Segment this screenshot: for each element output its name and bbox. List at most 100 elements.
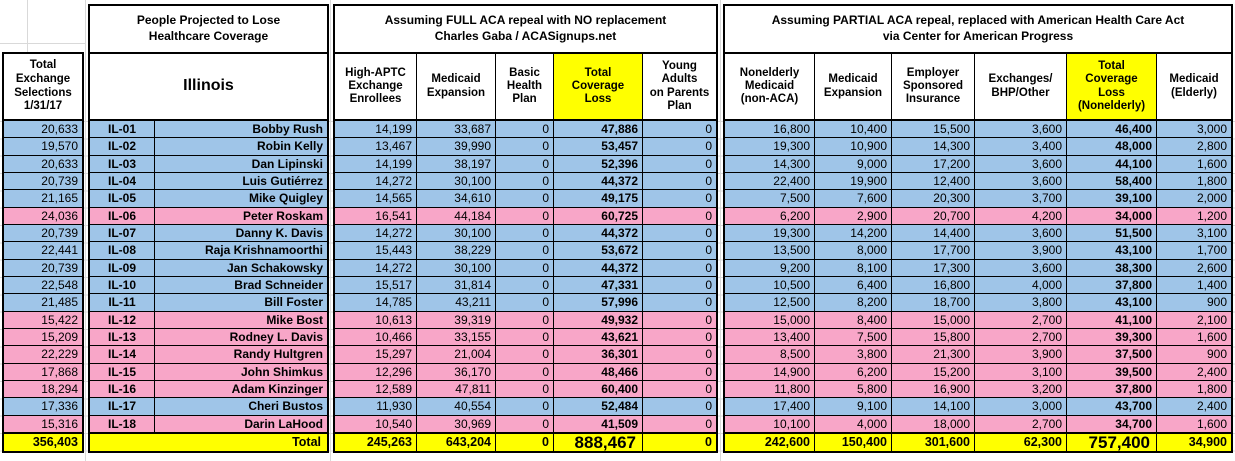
cell-employer-sponsored-insurance[interactable]: 16,900 bbox=[892, 380, 975, 398]
cell-employer-sponsored-insurance[interactable]: 15,200 bbox=[892, 363, 975, 380]
cell-basic-health-plan[interactable]: 0 bbox=[496, 363, 554, 380]
cell-employer-sponsored-insurance[interactable]: 15,800 bbox=[892, 328, 975, 346]
cell-high-aptc-exchange-enrollees[interactable]: 14,272 bbox=[335, 224, 417, 242]
cell-exchanges-bhp-other[interactable]: 3,000 bbox=[975, 398, 1067, 415]
total-young-adults-on-parents-plan[interactable]: 0 bbox=[643, 433, 716, 451]
cell-basic-health-plan[interactable]: 0 bbox=[496, 242, 554, 259]
cell-medicaid-elderly[interactable]: 1,600 bbox=[1196, 156, 1227, 171]
cell-employer-sponsored-insurance[interactable]: 18,700 bbox=[892, 294, 975, 311]
cell-young-adults-on-parents-plan[interactable]: 0 bbox=[705, 295, 712, 310]
cell-district[interactable]: IL-04 bbox=[90, 172, 155, 190]
cell-representative[interactable]: Raja Krishnamoorthi bbox=[204, 243, 323, 258]
cell-district[interactable]: IL-09 bbox=[90, 259, 155, 276]
cell-exchanges-bhp-other[interactable]: 3,200 bbox=[975, 380, 1067, 398]
cell-nonelderly-medicaid-non-aca[interactable]: 10,100 bbox=[725, 415, 815, 432]
cell-medicaid-expansion[interactable]: 33,687 bbox=[417, 121, 496, 138]
cell-young-adults-on-parents-plan[interactable]: 0 bbox=[705, 122, 712, 137]
cell-exchanges-bhp-other[interactable]: 2,700 bbox=[975, 328, 1067, 346]
cell-medicaid-expansion[interactable]: 31,814 bbox=[417, 276, 496, 294]
cell-medicaid-expansion[interactable]: 44,184 bbox=[417, 207, 496, 224]
cell-employer-sponsored-insurance[interactable]: 16,800 bbox=[892, 276, 975, 294]
cell-exchange-selections[interactable]: 22,229 bbox=[41, 347, 78, 362]
cell-total-coverage-loss[interactable]: 53,457 bbox=[554, 138, 643, 155]
cell-medicaid-expansion[interactable]: 30,969 bbox=[417, 415, 496, 432]
cell-medicaid-expansion[interactable]: 5,800 bbox=[815, 380, 892, 398]
cell-high-aptc-exchange-enrollees[interactable]: 14,272 bbox=[335, 259, 417, 276]
cell-nonelderly-medicaid-non-aca[interactable]: 19,300 bbox=[725, 138, 815, 155]
cell-young-adults-on-parents-plan[interactable]: 0 bbox=[705, 174, 712, 189]
total-exchange-selections[interactable]: 356,403 bbox=[4, 433, 82, 451]
cell-medicaid-elderly[interactable]: 1,800 bbox=[1196, 174, 1227, 189]
cell-exchanges-bhp-other[interactable]: 3,600 bbox=[975, 259, 1067, 276]
cell-total-coverage-loss-nonelderly[interactable]: 39,100 bbox=[1067, 190, 1157, 207]
cell-total-coverage-loss-nonelderly[interactable]: 48,000 bbox=[1067, 138, 1157, 155]
cell-representative[interactable]: Danny K. Davis bbox=[235, 226, 323, 241]
cell-basic-health-plan[interactable]: 0 bbox=[496, 415, 554, 432]
total-employer-sponsored-insurance[interactable]: 301,600 bbox=[892, 433, 975, 451]
cell-young-adults-on-parents-plan[interactable]: 0 bbox=[705, 208, 712, 223]
cell-total-coverage-loss[interactable]: 44,372 bbox=[554, 259, 643, 276]
cell-total-coverage-loss-nonelderly[interactable]: 43,700 bbox=[1067, 398, 1157, 415]
cell-exchanges-bhp-other[interactable]: 3,900 bbox=[975, 242, 1067, 259]
cell-medicaid-elderly[interactable]: 3,000 bbox=[1196, 122, 1227, 137]
cell-basic-health-plan[interactable]: 0 bbox=[496, 328, 554, 346]
cell-high-aptc-exchange-enrollees[interactable]: 10,466 bbox=[335, 328, 417, 346]
cell-district[interactable]: IL-08 bbox=[90, 242, 155, 259]
cell-employer-sponsored-insurance[interactable]: 14,100 bbox=[892, 398, 975, 415]
cell-young-adults-on-parents-plan[interactable]: 0 bbox=[705, 364, 712, 379]
cell-exchange-selections[interactable]: 20,739 bbox=[41, 174, 78, 189]
cell-district[interactable]: IL-06 bbox=[90, 207, 155, 224]
cell-young-adults-on-parents-plan[interactable]: 0 bbox=[705, 347, 712, 362]
cell-exchange-selections[interactable]: 24,036 bbox=[41, 208, 78, 223]
cell-exchanges-bhp-other[interactable]: 3,600 bbox=[975, 172, 1067, 190]
cell-nonelderly-medicaid-non-aca[interactable]: 19,300 bbox=[725, 224, 815, 242]
cell-basic-health-plan[interactable]: 0 bbox=[496, 172, 554, 190]
cell-exchange-selections[interactable]: 21,485 bbox=[41, 295, 78, 310]
cell-basic-health-plan[interactable]: 0 bbox=[496, 346, 554, 363]
cell-total-coverage-loss-nonelderly[interactable]: 46,400 bbox=[1067, 121, 1157, 138]
cell-high-aptc-exchange-enrollees[interactable]: 13,467 bbox=[335, 138, 417, 155]
cell-basic-health-plan[interactable]: 0 bbox=[496, 190, 554, 207]
cell-medicaid-expansion[interactable]: 8,200 bbox=[815, 294, 892, 311]
cell-medicaid-expansion[interactable]: 10,900 bbox=[815, 138, 892, 155]
cell-total-coverage-loss[interactable]: 47,886 bbox=[554, 121, 643, 138]
cell-basic-health-plan[interactable]: 0 bbox=[496, 224, 554, 242]
cell-young-adults-on-parents-plan[interactable]: 0 bbox=[705, 156, 712, 171]
cell-basic-health-plan[interactable]: 0 bbox=[496, 207, 554, 224]
cell-exchanges-bhp-other[interactable]: 3,400 bbox=[975, 138, 1067, 155]
cell-medicaid-elderly[interactable]: 2,000 bbox=[1196, 191, 1227, 206]
total-medicaid-expansion[interactable]: 643,204 bbox=[417, 433, 496, 451]
cell-representative[interactable]: Adam Kinzinger bbox=[231, 382, 323, 397]
cell-nonelderly-medicaid-non-aca[interactable]: 10,500 bbox=[725, 276, 815, 294]
cell-total-coverage-loss-nonelderly[interactable]: 43,100 bbox=[1067, 294, 1157, 311]
cell-total-coverage-loss-nonelderly[interactable]: 39,500 bbox=[1067, 363, 1157, 380]
cell-representative[interactable]: Mike Quigley bbox=[248, 191, 323, 206]
cell-medicaid-elderly[interactable]: 1,400 bbox=[1196, 278, 1227, 293]
cell-basic-health-plan[interactable]: 0 bbox=[496, 294, 554, 311]
total-exchanges-bhp-other[interactable]: 62,300 bbox=[975, 433, 1067, 451]
cell-high-aptc-exchange-enrollees[interactable]: 16,541 bbox=[335, 207, 417, 224]
cell-medicaid-expansion[interactable]: 8,000 bbox=[815, 242, 892, 259]
cell-employer-sponsored-insurance[interactable]: 20,700 bbox=[892, 207, 975, 224]
cell-medicaid-expansion[interactable]: 36,170 bbox=[417, 363, 496, 380]
cell-district[interactable]: IL-05 bbox=[90, 190, 155, 207]
cell-medicaid-expansion[interactable]: 19,900 bbox=[815, 172, 892, 190]
cell-nonelderly-medicaid-non-aca[interactable]: 17,400 bbox=[725, 398, 815, 415]
cell-young-adults-on-parents-plan[interactable]: 0 bbox=[705, 399, 712, 414]
cell-young-adults-on-parents-plan[interactable]: 0 bbox=[705, 382, 712, 397]
total-nonelderly-medicaid-non-aca[interactable]: 242,600 bbox=[725, 433, 815, 451]
cell-high-aptc-exchange-enrollees[interactable]: 12,296 bbox=[335, 363, 417, 380]
cell-total-coverage-loss[interactable]: 48,466 bbox=[554, 363, 643, 380]
cell-nonelderly-medicaid-non-aca[interactable]: 11,800 bbox=[725, 380, 815, 398]
cell-employer-sponsored-insurance[interactable]: 15,000 bbox=[892, 311, 975, 328]
cell-total-coverage-loss[interactable]: 47,331 bbox=[554, 276, 643, 294]
cell-medicaid-expansion[interactable]: 9,100 bbox=[815, 398, 892, 415]
cell-employer-sponsored-insurance[interactable]: 21,300 bbox=[892, 346, 975, 363]
cell-representative[interactable]: Jan Schakowsky bbox=[226, 260, 323, 275]
cell-total-coverage-loss[interactable]: 44,372 bbox=[554, 224, 643, 242]
cell-total-coverage-loss[interactable]: 52,484 bbox=[554, 398, 643, 415]
cell-medicaid-elderly[interactable]: 1,600 bbox=[1196, 416, 1227, 431]
cell-total-coverage-loss[interactable]: 57,996 bbox=[554, 294, 643, 311]
cell-employer-sponsored-insurance[interactable]: 20,300 bbox=[892, 190, 975, 207]
cell-exchanges-bhp-other[interactable]: 3,900 bbox=[975, 346, 1067, 363]
